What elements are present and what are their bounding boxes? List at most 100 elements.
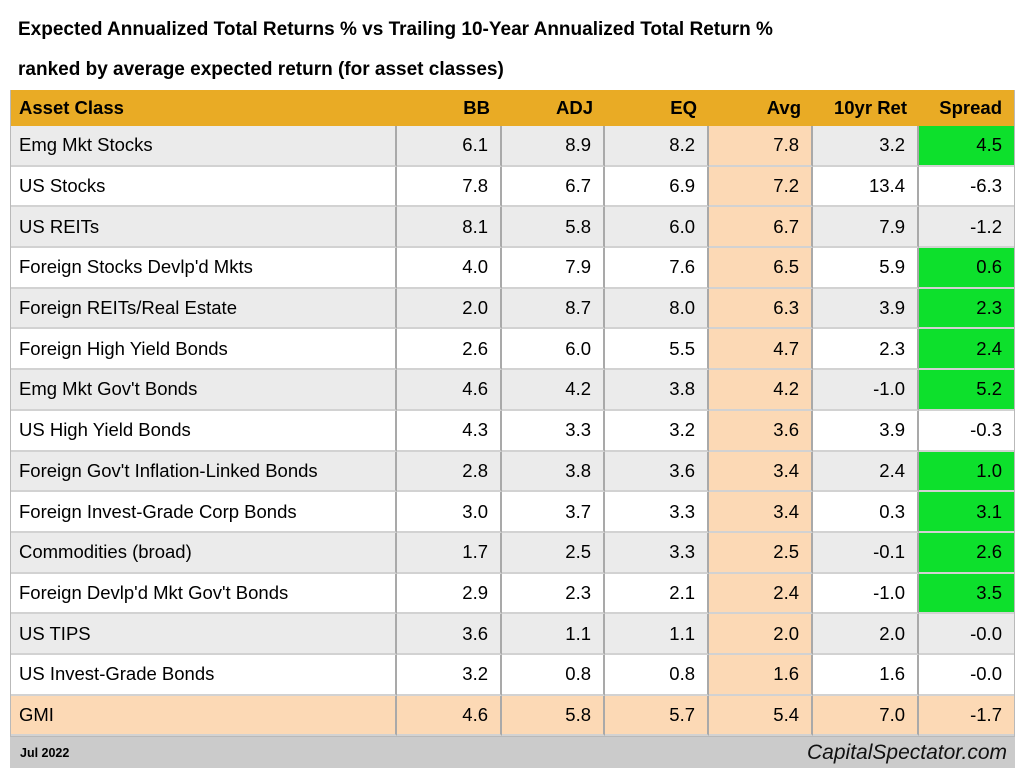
table-row: Foreign Gov't Inflation-Linked Bonds 2.8 3… [11, 451, 1014, 493]
cell-adj: 8.7 [502, 288, 605, 330]
cell-eq: 5.5 [605, 329, 709, 371]
cell-asset-class: Foreign Gov't Inflation-Linked Bonds [11, 451, 397, 493]
cell-avg: 6.3 [709, 288, 813, 330]
cell-spread: 5.2 [919, 370, 1014, 411]
cell-bb: 4.0 [397, 248, 502, 289]
table-row: GMI 4.6 5.8 5.7 5.4 7.0 -1.7 [11, 695, 1014, 737]
cell-asset-class: GMI [11, 695, 397, 737]
cell-adj: 6.0 [502, 329, 605, 371]
cell-bb: 2.9 [397, 573, 502, 615]
table-row: US TIPS 3.6 1.1 1.1 2.0 2.0 -0.0 [11, 614, 1014, 655]
cell-adj: 1.1 [502, 614, 605, 655]
cell-spread: 2.6 [919, 532, 1014, 574]
table-row: Emg Mkt Gov't Bonds 4.6 4.2 3.8 4.2 -1.0 5.2 [11, 370, 1014, 411]
cell-bb: 4.6 [397, 370, 502, 411]
cell-eq: 8.0 [605, 288, 709, 330]
table-row: Foreign Stocks Devlp'd Mkts 4.0 7.9 7.6 6.5 5… [11, 248, 1014, 289]
cell-adj: 7.9 [502, 248, 605, 289]
cell-adj: 0.8 [502, 654, 605, 696]
cell-asset-class: US REITs [11, 207, 397, 249]
chart-title-line2: ranked by average expected return (for a… [18, 59, 504, 80]
cell-adj: 2.3 [502, 573, 605, 615]
cell-spread: -0.0 [919, 614, 1014, 655]
cell-avg: 5.4 [709, 695, 813, 737]
cell-adj: 4.2 [502, 370, 605, 411]
table-row: US High Yield Bonds 4.3 3.3 3.2 3.6 3.9 -0.3 [11, 410, 1014, 452]
cell-avg: 3.6 [709, 410, 813, 452]
cell-spread: 2.4 [919, 329, 1014, 371]
cell-eq: 7.6 [605, 248, 709, 289]
cell-asset-class: Foreign Devlp'd Mkt Gov't Bonds [11, 573, 397, 615]
cell-bb: 1.7 [397, 532, 502, 574]
cell-eq: 2.1 [605, 573, 709, 615]
cell-10yr-ret: 5.9 [813, 248, 919, 289]
cell-avg: 2.0 [709, 614, 813, 655]
cell-asset-class: Foreign High Yield Bonds [11, 329, 397, 371]
cell-10yr-ret: 13.4 [813, 166, 919, 208]
cell-spread: 0.6 [919, 248, 1014, 289]
cell-asset-class: US Stocks [11, 166, 397, 208]
cell-bb: 8.1 [397, 207, 502, 249]
cell-10yr-ret: 3.2 [813, 126, 919, 167]
cell-asset-class: Emg Mkt Stocks [11, 126, 397, 167]
table-header-row: Asset Class BB ADJ EQ Avg 10yr Ret Sprea… [11, 90, 1014, 126]
col-header-asset-class: Asset Class [19, 97, 124, 118]
cell-adj: 3.7 [502, 492, 605, 533]
table-row: Emg Mkt Stocks 6.1 8.9 8.2 7.8 3.2 4.5 [11, 126, 1014, 167]
footer-site-credit: CapitalSpectator.com [807, 740, 1007, 764]
cell-asset-class: Foreign Stocks Devlp'd Mkts [11, 248, 397, 289]
table-row: Foreign High Yield Bonds 2.6 6.0 5.5 4.7 2.3 2… [11, 329, 1014, 371]
cell-avg: 6.5 [709, 248, 813, 289]
cell-adj: 8.9 [502, 126, 605, 167]
cell-avg: 4.7 [709, 329, 813, 371]
footer-date: Jul 2022 [20, 745, 70, 760]
cell-10yr-ret: -1.0 [813, 370, 919, 411]
cell-spread: 3.1 [919, 492, 1014, 533]
cell-10yr-ret: -0.1 [813, 532, 919, 574]
cell-spread: -0.0 [919, 654, 1014, 696]
cell-asset-class: US TIPS [11, 614, 397, 655]
cell-eq: 3.6 [605, 451, 709, 493]
table-body: Emg Mkt Stocks 6.1 8.9 8.2 7.8 3.2 4.5 US Stock… [11, 126, 1014, 737]
cell-adj: 5.8 [502, 207, 605, 249]
cell-10yr-ret: 7.0 [813, 695, 919, 737]
cell-adj: 2.5 [502, 532, 605, 574]
cell-eq: 6.0 [605, 207, 709, 249]
cell-avg: 7.2 [709, 166, 813, 208]
cell-asset-class: Emg Mkt Gov't Bonds [11, 370, 397, 411]
cell-spread: 1.0 [919, 451, 1014, 493]
cell-bb: 2.6 [397, 329, 502, 371]
cell-spread: 2.3 [919, 288, 1014, 330]
cell-asset-class: Commodities (broad) [11, 532, 397, 574]
table-row: Foreign Devlp'd Mkt Gov't Bonds 2.9 2.3 2.1… [11, 573, 1014, 615]
cell-bb: 7.8 [397, 166, 502, 208]
cell-adj: 6.7 [502, 166, 605, 208]
cell-spread: -0.3 [919, 410, 1014, 452]
table-row: US Invest-Grade Bonds 3.2 0.8 0.8 1.6 1.6 -0.0 [11, 654, 1014, 696]
cell-asset-class: Foreign REITs/Real Estate [11, 288, 397, 330]
table-row: Foreign REITs/Real Estate 2.0 8.7 8.0 6.3 3.9… [11, 288, 1014, 330]
cell-asset-class: US High Yield Bonds [11, 410, 397, 452]
cell-bb: 6.1 [397, 126, 502, 167]
col-header-avg: Avg [766, 97, 801, 118]
cell-asset-class: US Invest-Grade Bonds [11, 654, 397, 696]
cell-eq: 3.3 [605, 492, 709, 533]
cell-10yr-ret: -1.0 [813, 573, 919, 615]
cell-10yr-ret: 2.3 [813, 329, 919, 371]
cell-eq: 1.1 [605, 614, 709, 655]
cell-bb: 3.6 [397, 614, 502, 655]
table-row: Commodities (broad) 1.7 2.5 3.3 2.5 -0.1 2.6 [11, 532, 1014, 574]
cell-eq: 5.7 [605, 695, 709, 737]
cell-eq: 3.3 [605, 532, 709, 574]
cell-bb: 2.8 [397, 451, 502, 493]
table-row: US Stocks 7.8 6.7 6.9 7.2 13.4 -6.3 [11, 166, 1014, 208]
returns-table: Asset Class BB ADJ EQ Avg 10yr Ret Sprea… [10, 90, 1015, 738]
cell-avg: 3.4 [709, 492, 813, 533]
cell-spread: -6.3 [919, 166, 1014, 208]
cell-10yr-ret: 7.9 [813, 207, 919, 249]
cell-10yr-ret: 3.9 [813, 410, 919, 452]
cell-10yr-ret: 3.9 [813, 288, 919, 330]
col-header-adj: ADJ [555, 97, 593, 118]
cell-asset-class: Foreign Invest-Grade Corp Bonds [11, 492, 397, 533]
cell-bb: 4.3 [397, 410, 502, 452]
